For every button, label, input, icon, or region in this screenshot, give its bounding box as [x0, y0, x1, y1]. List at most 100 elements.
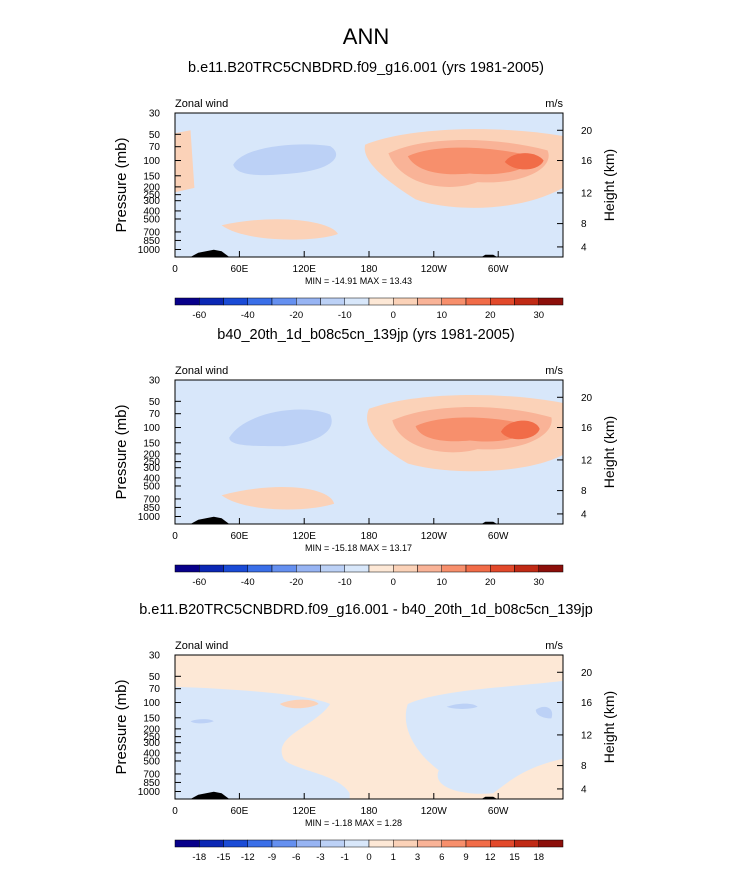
y-tick-label: 1000 — [138, 512, 161, 523]
colorbar-box — [199, 297, 224, 306]
colorbar-box — [417, 839, 442, 848]
colorbar-box — [247, 297, 273, 306]
y-tick-label: 1000 — [138, 787, 161, 798]
x-tick-label: 0 — [172, 531, 178, 542]
terrain-mask — [190, 249, 230, 257]
colorbar-label: 18 — [533, 852, 544, 863]
colorbar: -18 -15 -12 -9 -6 -3 -1 0 1 3 6 9 12 15 18 — [174, 839, 564, 863]
colorbar-label: 10 — [436, 310, 447, 321]
height-tick-label: 8 — [581, 219, 587, 230]
y-tick-label: 30 — [149, 376, 161, 387]
colorbar: -60 -40 -20 -10 0 10 20 30 — [174, 297, 564, 321]
y-tick-label: 70 — [149, 409, 161, 420]
height-tick-label: 16 — [581, 156, 593, 167]
colorbar-box — [271, 297, 297, 306]
contour-fills — [221, 394, 563, 510]
colorbar-box — [320, 839, 345, 848]
colorbar-box — [223, 297, 248, 306]
colorbar-label: 6 — [439, 852, 444, 863]
variable-label: Zonal wind — [175, 98, 228, 110]
x-tick-label: 60W — [488, 264, 509, 275]
chart-title: b.e11.B20TRC5CNBDRD.f09_g16.001 - b40_20… — [139, 602, 593, 618]
x-tick-label: 180 — [361, 264, 378, 275]
right-axis-title: Height (km) — [601, 416, 617, 488]
colorbar-label: -9 — [268, 852, 276, 863]
colorbar-box — [490, 297, 515, 306]
colorbar-box — [344, 297, 370, 306]
colorbar-label: 20 — [485, 577, 496, 588]
y-tick-label: 850 — [143, 236, 160, 247]
colorbar-label: 1 — [391, 852, 396, 863]
colorbar-label: 0 — [391, 310, 396, 321]
chart-panel-1: b.e11.B20TRC5CNBDRD.f09_g16.001 (yrs 198… — [113, 60, 617, 321]
y-tick-label: 300 — [143, 738, 160, 749]
x-tick-label: 0 — [172, 806, 178, 817]
y-tick-label: 150 — [143, 438, 160, 449]
colorbar-box — [514, 297, 539, 306]
colorbar-label: 9 — [463, 852, 468, 863]
colorbar-box — [296, 297, 321, 306]
height-tick-label: 8 — [581, 486, 587, 497]
colorbar-box — [465, 297, 491, 306]
x-tick-label: 0 — [172, 264, 178, 275]
colorbar-box — [441, 297, 467, 306]
min-max-stats: MIN = -15.18 MAX = 13.17 — [305, 543, 412, 553]
colorbar-box — [368, 297, 394, 306]
colorbar-box — [368, 839, 394, 848]
min-max-stats: MIN = -14.91 MAX = 13.43 — [305, 276, 412, 286]
colorbar-box — [514, 564, 539, 573]
colorbar-label: 10 — [436, 577, 447, 588]
height-tick-label: 12 — [581, 730, 593, 741]
contour-region — [233, 144, 337, 176]
terrain-mask — [481, 521, 497, 524]
colorbar-label: -15 — [217, 852, 231, 863]
colorbar: -60 -40 -20 -10 0 10 20 30 — [174, 564, 564, 588]
y-tick-label: 400 — [143, 473, 160, 484]
y-tick-label: 300 — [143, 463, 160, 474]
contour-region — [279, 699, 319, 709]
colorbar-label: 15 — [509, 852, 520, 863]
y-tick-label: 100 — [143, 423, 160, 434]
colorbar-box — [296, 564, 321, 573]
y-tick-label: 500 — [143, 481, 160, 492]
y-tick-label: 500 — [143, 756, 160, 767]
chart-title: b40_20th_1d_b08c5cn_139jp (yrs 1981-2005… — [217, 327, 514, 343]
y-tick-label: 200 — [143, 449, 160, 460]
colorbar-label: 0 — [366, 852, 371, 863]
colorbar-box — [247, 564, 273, 573]
colorbar-label: -10 — [338, 310, 352, 321]
y-tick-label: 700 — [143, 769, 160, 780]
terrain-mask — [481, 254, 497, 257]
y-axis-title: Pressure (mb) — [113, 404, 130, 499]
colorbar-box — [393, 564, 418, 573]
units-label: m/s — [545, 98, 563, 110]
x-tick-label: 120E — [293, 806, 317, 817]
x-tick-label: 120W — [421, 264, 448, 275]
y-tick-label: 250 — [143, 190, 160, 201]
colorbar-box — [514, 839, 539, 848]
y-tick-label: 200 — [143, 724, 160, 735]
contour-region — [175, 130, 195, 193]
colorbar-box — [538, 564, 564, 573]
colorbar-box — [490, 839, 515, 848]
y-tick-label: 700 — [143, 494, 160, 505]
colorbar-label: -10 — [338, 577, 352, 588]
colorbar-box — [271, 564, 297, 573]
height-tick-label: 20 — [581, 126, 593, 137]
y-tick-label: 400 — [143, 748, 160, 759]
units-label: m/s — [545, 365, 563, 377]
y-tick-label: 50 — [149, 672, 161, 683]
y-axis-title: Pressure (mb) — [113, 679, 130, 774]
y-tick-label: 500 — [143, 214, 160, 225]
contour-region — [229, 409, 332, 447]
height-tick-label: 12 — [581, 188, 593, 199]
x-tick-label: 120W — [421, 531, 448, 542]
contour-region — [504, 153, 544, 170]
x-tick-label: 180 — [361, 806, 378, 817]
colorbar-box — [344, 839, 370, 848]
height-tick-label: 20 — [581, 393, 593, 404]
x-tick-label: 60E — [231, 264, 249, 275]
x-tick-label: 120E — [293, 531, 317, 542]
terrain-mask — [190, 516, 230, 524]
y-tick-label: 850 — [143, 778, 160, 789]
